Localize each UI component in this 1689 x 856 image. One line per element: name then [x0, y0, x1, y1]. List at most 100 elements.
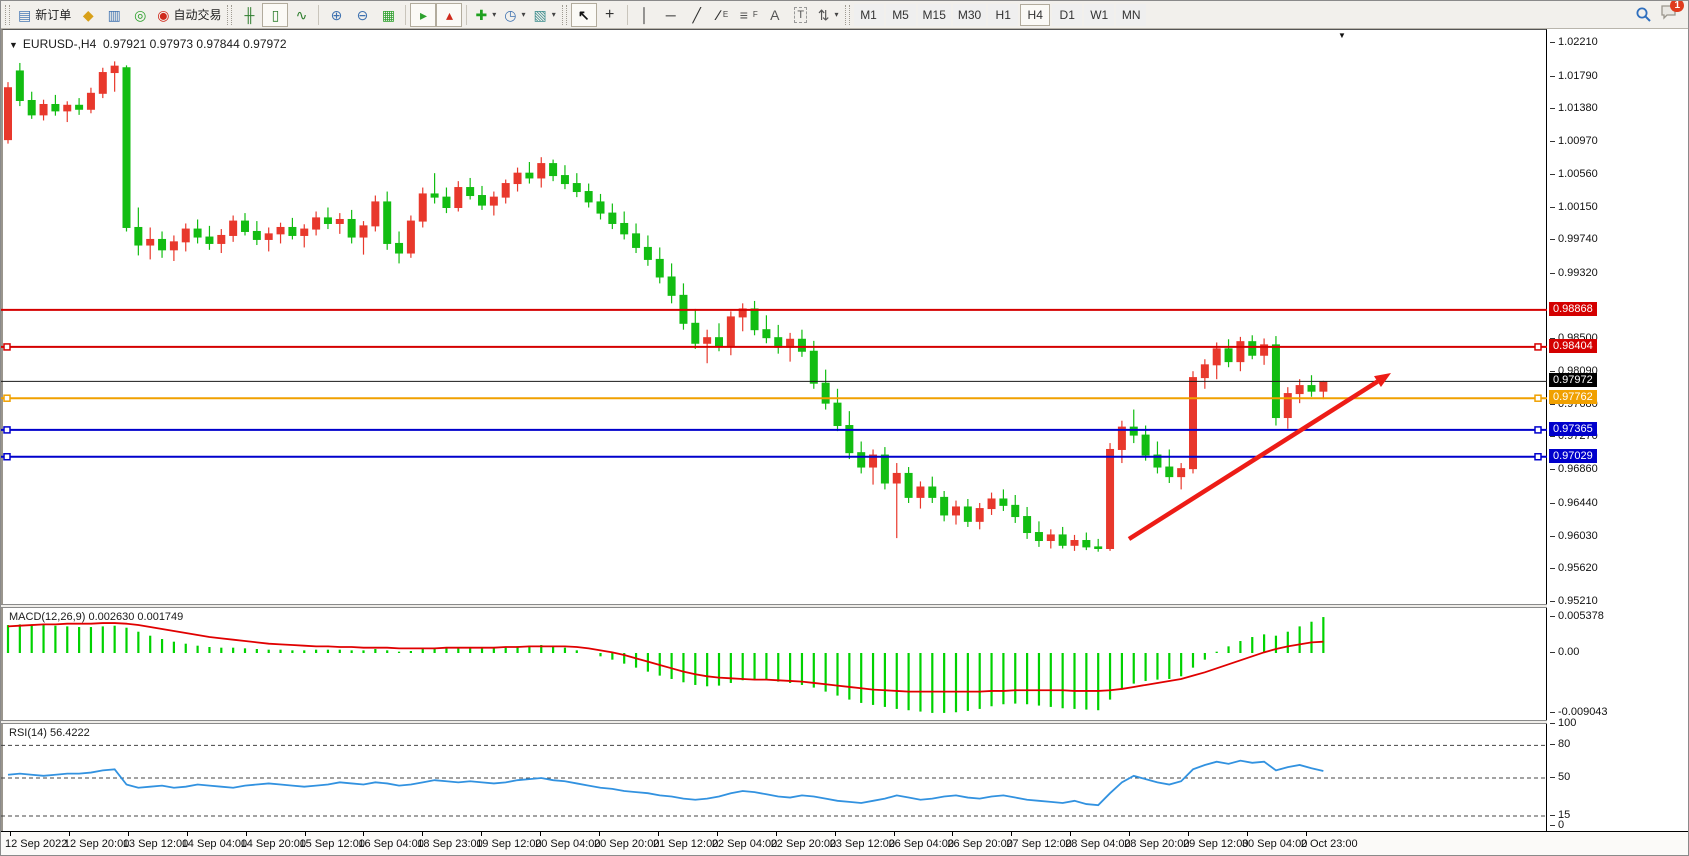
cursor-tool-button[interactable]: ↖ [570, 2, 597, 27]
time-label: 20 Sep 20:00 [594, 838, 660, 850]
timeframe-button-d1[interactable]: D1 [1052, 3, 1083, 26]
horizontal-line-tool-button[interactable]: ─ [658, 3, 684, 27]
time-label: 29 Sep 12:00 [1183, 838, 1249, 850]
timeframe-button-m1[interactable]: M1 [853, 3, 884, 26]
price-axis[interactable]: 1.02210 1.01790 1.01380 1.00970 1.00560 1.001… [1547, 29, 1688, 831]
fibonacci-tag: F [752, 10, 758, 19]
symbol-name: EURUSD-,H4 [22, 37, 97, 51]
tile-windows-button[interactable]: ▦ [375, 3, 401, 27]
rsi-tick: 0 [1550, 819, 1564, 831]
time-label: 16 Sep 04:00 [358, 838, 424, 850]
auto-trading-button[interactable]: ◉ 自动交易 [153, 3, 225, 27]
channel-icon: ∕∕ [717, 6, 719, 23]
price-tick: 0.95620 [1550, 562, 1598, 574]
chart-trade-panel-button[interactable]: ◆ [75, 3, 101, 27]
time-label: 27 Sep 12:00 [1006, 838, 1072, 850]
search-icon[interactable] [1635, 6, 1652, 23]
charts-window-icon: ▥ [107, 6, 121, 23]
timeframe-button-m5[interactable]: M5 [885, 3, 916, 26]
macd-panel[interactable] [1, 608, 1547, 720]
channel-tool-button[interactable]: ∕∕ E [710, 3, 736, 27]
clock-icon: ◷ [504, 6, 517, 23]
timeframe-button-mn[interactable]: MN [1116, 3, 1147, 26]
chevron-down-icon: ▾ [834, 10, 839, 19]
time-tick [68, 832, 70, 836]
trendline-tool-button[interactable]: ╱ [684, 3, 710, 27]
notifications-button[interactable]: 1 [1660, 1, 1684, 25]
toolbar-grip[interactable] [227, 4, 233, 25]
channel-tag: E [722, 10, 729, 19]
timeframe-button-m15[interactable]: M15 [917, 3, 951, 26]
macd-tick: 0.00 [1550, 646, 1579, 658]
toolbar-grip[interactable] [844, 4, 850, 25]
toolbar-grip[interactable] [561, 4, 567, 25]
price-tick: 1.01380 [1550, 102, 1598, 114]
time-label: 23 Sep 12:00 [829, 838, 896, 850]
vertical-line-tool-button[interactable]: │ [632, 3, 658, 27]
time-tick [304, 832, 306, 836]
macd-tick: 0.005378 [1550, 610, 1604, 622]
trendline-icon: ╱ [692, 6, 701, 23]
price-badge: 0.97972 [1549, 373, 1597, 388]
periods-button[interactable]: ◷ ▾ [500, 3, 529, 27]
text-label-tool-button[interactable]: T [788, 3, 814, 27]
timeframe-button-h4[interactable]: H4 [1020, 3, 1051, 26]
time-label: 14 Sep 20:00 [240, 838, 307, 850]
zoom-out-icon: ⊖ [356, 6, 369, 23]
rsi-plot[interactable] [1, 724, 1547, 831]
charts-window-button[interactable]: ▥ [101, 3, 127, 27]
price-tick: 1.01790 [1550, 70, 1598, 82]
fibonacci-tool-button[interactable]: ≡ F [736, 3, 762, 27]
ohlc-high: 0.97973 [149, 37, 194, 51]
new-order-icon: ▤ [18, 6, 32, 23]
price-badge: 0.97762 [1549, 390, 1597, 405]
panel-splitter[interactable] [1, 720, 1688, 724]
candlestick-plot[interactable] [1, 29, 1547, 604]
time-tick [952, 832, 954, 836]
auto-trading-icon: ◉ [157, 6, 170, 23]
price-tick: 0.95210 [1550, 595, 1598, 607]
chart-shift-marker[interactable]: ▼ [1338, 31, 1346, 40]
zoom-out-button[interactable]: ⊖ [349, 3, 375, 27]
crosshair-tool-button[interactable]: + [597, 3, 623, 27]
text-tool-button[interactable]: A [762, 3, 788, 27]
time-tick [1188, 832, 1189, 836]
bar-chart-type-button[interactable]: ╫ [236, 3, 262, 27]
timeframe-button-m30[interactable]: M30 [952, 3, 987, 26]
price-badge: 0.97365 [1549, 421, 1597, 436]
auto-scroll-button[interactable]: ▸ [410, 2, 437, 27]
indicators-button[interactable]: ✚ ▾ [471, 3, 500, 27]
chart-shift-icon: ▴ [445, 6, 453, 23]
ohlc-close: 0.97972 [243, 37, 287, 51]
price-tick: 1.02210 [1550, 36, 1598, 48]
line-chart-type-button[interactable]: ∿ [288, 3, 314, 27]
chevron-down-icon: ▾ [521, 10, 526, 19]
price-badge: 0.97029 [1549, 448, 1597, 463]
time-label: 13 Sep 12:00 [122, 838, 189, 850]
time-tick [186, 832, 188, 836]
notification-badge: 1 [1670, 1, 1684, 12]
macd-plot[interactable] [1, 608, 1547, 720]
new-order-button[interactable]: ▤ 新订单 [14, 3, 75, 27]
price-badge: 0.98404 [1549, 338, 1597, 353]
candlestick-chart-type-button[interactable]: ▯ [262, 2, 289, 27]
rsi-tick: 50 [1550, 771, 1570, 783]
panel-splitter[interactable] [1, 604, 1688, 608]
price-tick: 1.00560 [1550, 168, 1598, 180]
zoom-in-button[interactable]: ⊕ [323, 3, 349, 27]
time-axis[interactable]: 12 Sep 2022 12 Sep 20:00 13 Sep 12:00 14 Se… [1, 831, 1688, 855]
time-tick [893, 832, 895, 836]
chart-shift-button[interactable]: ▴ [436, 2, 463, 27]
time-label: 12 Sep 20:00 [63, 838, 130, 850]
signals-button[interactable]: ◎ [127, 3, 153, 27]
toolbar-grip[interactable] [5, 4, 10, 25]
one-click-trading-toggle[interactable]: ▼ [9, 40, 18, 50]
timeframe-button-h1[interactable]: H1 [988, 3, 1019, 26]
text-tool-icon: A [770, 6, 780, 23]
arrows-tool-button[interactable]: ⇅ ▾ [814, 3, 843, 27]
templates-button[interactable]: ▧ ▾ [529, 3, 559, 27]
price-chart-panel[interactable] [1, 29, 1547, 604]
timeframe-group: M1 M5 M15 M30 H1 H4 D1 W1 MN [853, 3, 1147, 26]
timeframe-button-w1[interactable]: W1 [1084, 3, 1115, 26]
